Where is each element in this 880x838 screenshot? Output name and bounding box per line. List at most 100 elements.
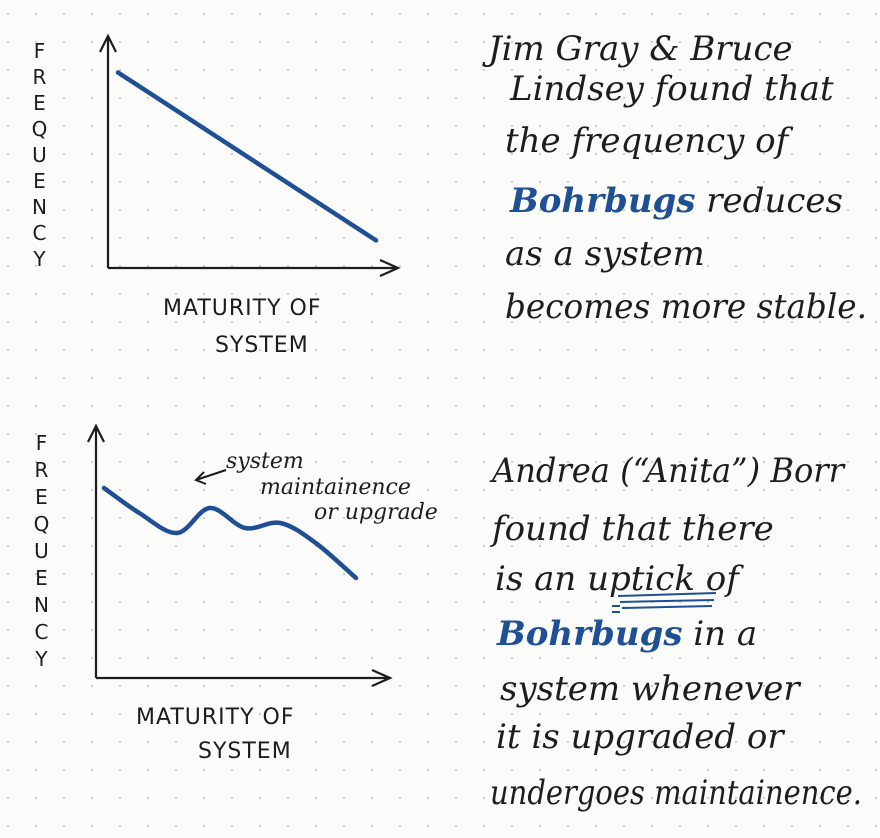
uptick-underline: [612, 592, 717, 613]
grid-dot: [146, 68, 150, 72]
grid-dot: [790, 516, 794, 520]
grid-dot: [678, 12, 682, 16]
grid-dot: [258, 656, 262, 660]
grid-dot: [706, 124, 710, 128]
bottom-note-line-6: it is upgraded or: [496, 717, 785, 757]
grid-dot: [34, 236, 38, 240]
grid-dot: [6, 460, 10, 464]
grid-dot: [762, 684, 766, 688]
grid-dot: [510, 572, 514, 576]
grid-dot: [734, 208, 738, 212]
grid-dot: [762, 404, 766, 408]
grid-dot: [482, 712, 486, 716]
grid-dot: [622, 824, 626, 828]
grid-dot: [594, 292, 598, 296]
grid-dot: [6, 656, 10, 660]
grid-dot: [650, 320, 654, 324]
grid-dot: [482, 404, 486, 408]
grid-dot: [594, 656, 598, 660]
grid-dot: [62, 264, 66, 268]
grid-dot: [398, 264, 402, 268]
grid-dot: [258, 488, 262, 492]
grid-dot: [874, 572, 878, 576]
grid-dot: [398, 656, 402, 660]
grid-dot: [846, 628, 850, 632]
grid-dot: [398, 96, 402, 100]
grid-dot: [62, 544, 66, 548]
annotation-line1: system: [226, 449, 304, 474]
grid-dot: [706, 404, 710, 408]
grid-dot: [426, 516, 430, 520]
grid-dot: [146, 236, 150, 240]
grid-dot: [622, 264, 626, 268]
grid-dot: [706, 544, 710, 548]
grid-dot: [706, 40, 710, 44]
grid-dot: [650, 656, 654, 660]
grid-dot: [510, 404, 514, 408]
grid-dot: [818, 684, 822, 688]
grid-dot: [510, 96, 514, 100]
grid-dot: [90, 516, 94, 520]
grid-dot: [818, 796, 822, 800]
grid-dot: [62, 124, 66, 128]
grid-dot: [482, 432, 486, 436]
bohrbugs-term: Bohrbugs: [496, 614, 682, 654]
grid-dot: [202, 96, 206, 100]
grid-dot: [258, 348, 262, 352]
grid-dot: [762, 40, 766, 44]
grid-dot: [594, 460, 598, 464]
grid-dot: [426, 460, 430, 464]
grid-dot: [650, 40, 654, 44]
grid-dot: [426, 124, 430, 128]
grid-dot: [594, 320, 598, 324]
grid-dot: [566, 124, 570, 128]
grid-dot: [818, 572, 822, 576]
grid-dot: [818, 292, 822, 296]
grid-dot: [818, 740, 822, 744]
grid-dot: [34, 264, 38, 268]
grid-dot: [342, 488, 346, 492]
grid-dot: [314, 824, 318, 828]
grid-dot: [510, 768, 514, 772]
grid-dot: [342, 684, 346, 688]
grid-dot: [258, 180, 262, 184]
grid-dot: [566, 432, 570, 436]
grid-dot: [398, 712, 402, 716]
grid-dot: [790, 68, 794, 72]
grid-dot: [230, 768, 234, 772]
grid-dot: [6, 572, 10, 576]
grid-dot: [510, 208, 514, 212]
grid-dot: [6, 12, 10, 16]
grid-dot: [174, 628, 178, 632]
grid-dot: [286, 432, 290, 436]
grid-dot: [146, 96, 150, 100]
grid-dot: [62, 768, 66, 772]
grid-dot: [762, 348, 766, 352]
grid-dot: [426, 544, 430, 548]
grid-dot: [230, 12, 234, 16]
grid-dot: [398, 600, 402, 604]
grid-dot: [6, 236, 10, 240]
grid-dot: [174, 180, 178, 184]
grid-dot: [342, 796, 346, 800]
grid-dot: [874, 124, 878, 128]
grid-dot: [734, 740, 738, 744]
grid-dot: [706, 432, 710, 436]
grid-dot: [62, 432, 66, 436]
grid-dot: [650, 712, 654, 716]
grid-dot: [230, 684, 234, 688]
grid-dot: [874, 460, 878, 464]
grid-dot: [734, 12, 738, 16]
grid-dot: [118, 152, 122, 156]
grid-dot: [370, 12, 374, 16]
top-x-axis-label-line1: MATURITY OF: [163, 296, 321, 321]
grid-dot: [650, 180, 654, 184]
grid-dot: [566, 656, 570, 660]
grid-dot: [454, 432, 458, 436]
grid-dot: [230, 152, 234, 156]
grid-dot: [566, 488, 570, 492]
grid-dot: [314, 460, 318, 464]
grid-dot: [398, 124, 402, 128]
grid-dot: [678, 124, 682, 128]
grid-dot: [566, 320, 570, 324]
